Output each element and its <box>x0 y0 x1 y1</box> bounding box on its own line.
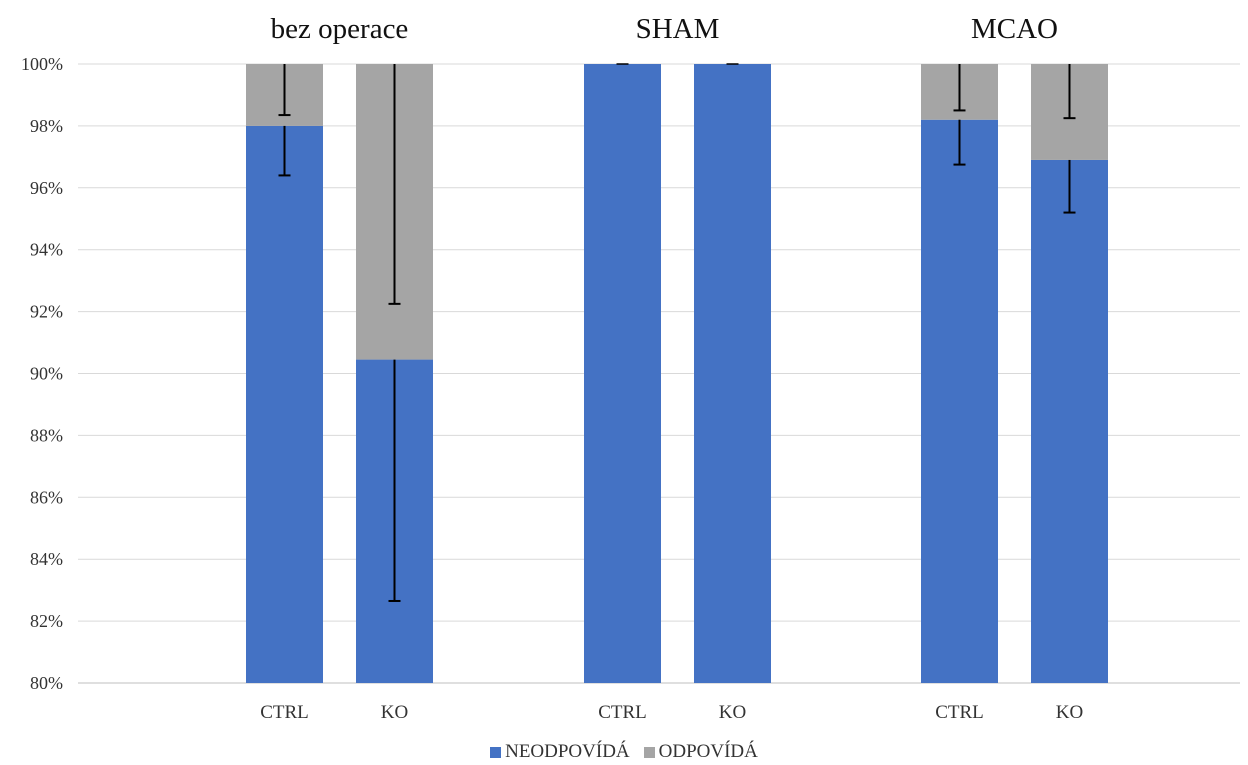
y-tick-label: 100% <box>21 54 63 74</box>
stacked-bar-chart: 80% 82% 84% 86% 88% 90% 92% 94% 96% 98% 100% CTRL K… <box>21 13 1240 723</box>
y-tick-label: 86% <box>30 487 63 507</box>
bar-neodpovida <box>921 119 998 683</box>
legend-item-neodpovida: NEODPOVÍDÁ <box>490 741 630 763</box>
legend-swatch-odpovida <box>643 746 655 758</box>
legend: NEODPOVÍDÁ ODPOVÍDÁ <box>0 741 1248 763</box>
y-tick-label: 90% <box>30 364 63 384</box>
group-title: MCAO <box>971 13 1058 45</box>
group-title: bez operace <box>271 13 409 45</box>
legend-swatch-neodpovida <box>490 746 502 758</box>
bar-neodpovida <box>1031 159 1108 683</box>
y-tick-label: 80% <box>30 673 63 693</box>
y-tick-label: 84% <box>30 549 63 569</box>
error-bars <box>278 63 1076 602</box>
legend-label-neodpovida: NEODPOVÍDÁ <box>505 741 630 762</box>
bar-neodpovida <box>584 64 661 683</box>
bar-neodpovida <box>246 125 323 683</box>
category-label: CTRL <box>935 702 984 723</box>
x-axis-categories: CTRL KO CTRL KO CTRL KO <box>260 702 1083 723</box>
category-label: KO <box>381 702 408 723</box>
bar-neodpovida <box>694 64 771 683</box>
category-label: KO <box>1056 702 1083 723</box>
y-tick-label: 98% <box>30 116 63 136</box>
legend-label-odpovida: ODPOVÍDÁ <box>658 741 758 762</box>
group-title: SHAM <box>636 13 720 45</box>
y-axis-ticks: 80% 82% 84% 86% 88% 90% 92% 94% 96% 98% 100% <box>21 54 63 693</box>
y-tick-label: 94% <box>30 240 63 260</box>
category-label: KO <box>719 702 746 723</box>
bars <box>246 64 1108 683</box>
group-titles: bez operace SHAM MCAO <box>271 13 1058 45</box>
y-tick-label: 92% <box>30 302 63 322</box>
category-label: CTRL <box>598 702 647 723</box>
legend-item-odpovida: ODPOVÍDÁ <box>643 741 758 763</box>
y-tick-label: 82% <box>30 611 63 631</box>
y-tick-label: 88% <box>30 425 63 445</box>
category-label: CTRL <box>260 702 309 723</box>
y-tick-label: 96% <box>30 178 63 198</box>
